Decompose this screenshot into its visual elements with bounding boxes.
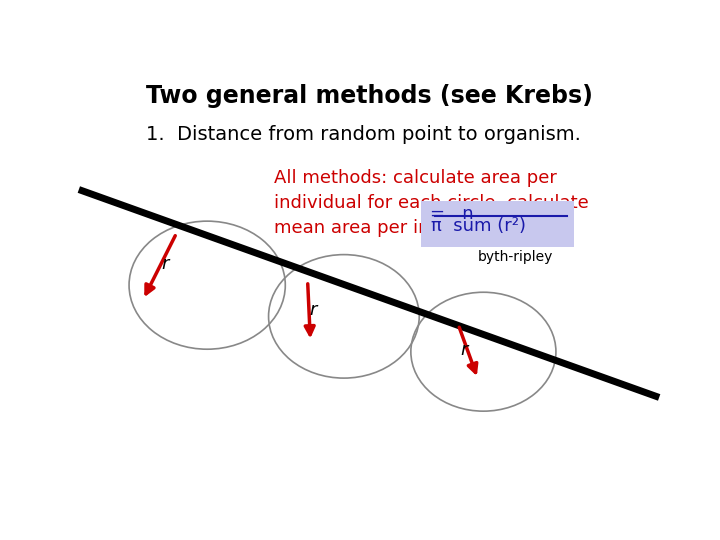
Text: All methods: calculate area per
individual for each circle, calculate
mean area : All methods: calculate area per individu… [274,168,589,237]
Text: Two general methods (see Krebs): Two general methods (see Krebs) [145,84,593,107]
Text: r: r [310,301,317,319]
Text: r: r [162,255,169,273]
Text: 1.  Distance from random point to organism.: 1. Distance from random point to organis… [145,125,580,144]
Text: r: r [460,341,467,359]
FancyBboxPatch shape [421,201,574,246]
Text: π  sum (r²): π sum (r²) [431,217,526,234]
Text: =   n: = n [431,205,474,224]
Text: byth-ripley: byth-ripley [478,250,553,264]
